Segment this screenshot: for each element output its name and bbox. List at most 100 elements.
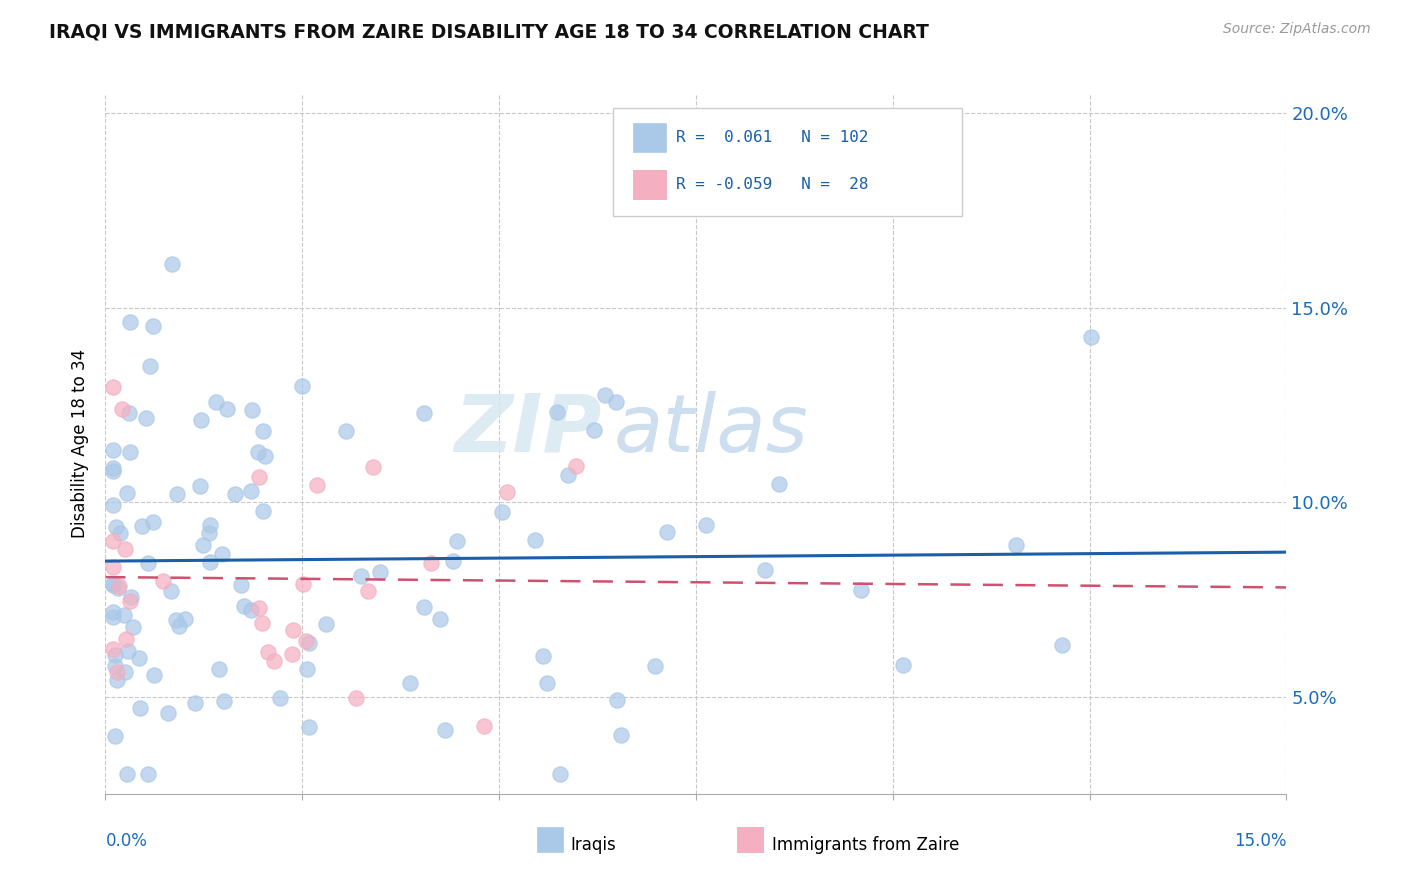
Point (138, 359, 160, 373)
Point (361, 460, 384, 475)
Point (107, 581, 129, 595)
Point (200, 555, 222, 569)
Point (103, 533, 125, 548)
Point (655, 524, 678, 539)
Point (142, 516, 165, 530)
Point (129, 700, 152, 714)
Point (474, 718, 496, 732)
Point (298, 636, 321, 650)
FancyBboxPatch shape (633, 123, 666, 153)
Point (1080, 330, 1102, 344)
Text: atlas: atlas (613, 391, 808, 469)
Point (118, 444, 141, 458)
Point (111, 401, 134, 416)
Point (239, 603, 262, 617)
Point (136, 556, 159, 570)
Point (523, 533, 546, 547)
Point (135, 411, 157, 425)
Point (254, 450, 277, 464)
Point (165, 613, 187, 627)
Point (207, 662, 229, 676)
Point (114, 541, 136, 556)
Point (446, 534, 468, 549)
Point (103, 460, 125, 475)
Text: R =  0.061   N = 102: R = 0.061 N = 102 (676, 130, 869, 145)
Point (593, 388, 616, 402)
Point (104, 729, 127, 743)
Point (103, 498, 125, 512)
Point (368, 565, 391, 579)
Point (247, 600, 270, 615)
Point (118, 407, 141, 421)
Point (283, 623, 305, 637)
Point (754, 563, 776, 577)
Point (695, 517, 717, 532)
Point (256, 645, 278, 659)
Point (103, 464, 125, 478)
Point (1050, 638, 1073, 652)
Point (546, 404, 568, 418)
Point (281, 647, 304, 661)
Point (105, 665, 128, 679)
Point (644, 658, 666, 673)
Text: 15.0%: 15.0% (1234, 832, 1286, 850)
Point (212, 694, 235, 708)
Point (491, 505, 513, 519)
Point (398, 676, 420, 690)
Point (160, 583, 183, 598)
Point (117, 767, 139, 781)
Point (120, 590, 142, 604)
Point (441, 554, 464, 568)
Point (138, 767, 160, 781)
Point (142, 667, 165, 681)
Point (240, 403, 263, 417)
Point (305, 478, 328, 492)
Point (429, 612, 451, 626)
Point (252, 504, 274, 518)
Point (350, 569, 373, 583)
Point (108, 579, 131, 593)
Point (197, 526, 219, 541)
Point (103, 605, 125, 619)
Point (114, 665, 136, 680)
Point (1005, 538, 1028, 552)
Point (252, 616, 274, 631)
Point (548, 767, 571, 781)
Text: Iraqis: Iraqis (571, 836, 616, 854)
Point (142, 318, 165, 333)
Point (344, 691, 367, 706)
Point (536, 676, 558, 690)
Point (108, 526, 131, 541)
Point (412, 600, 434, 615)
Point (610, 728, 633, 742)
Point (315, 617, 337, 632)
Point (200, 518, 222, 533)
Point (166, 487, 188, 501)
Point (233, 599, 256, 614)
Text: ZIP: ZIP (454, 391, 602, 469)
Point (557, 468, 579, 483)
Point (849, 583, 872, 598)
Point (103, 442, 125, 457)
Point (131, 518, 153, 533)
Point (533, 649, 555, 664)
Point (246, 445, 269, 459)
Point (104, 520, 127, 534)
Point (103, 610, 125, 624)
Text: Source: ZipAtlas.com: Source: ZipAtlas.com (1223, 22, 1371, 37)
Point (173, 612, 195, 626)
Point (104, 659, 127, 673)
Point (413, 406, 436, 420)
Point (157, 706, 180, 720)
Point (167, 619, 190, 633)
FancyBboxPatch shape (537, 828, 562, 852)
Point (295, 662, 318, 676)
Point (105, 673, 128, 688)
Point (231, 578, 253, 592)
Point (291, 577, 314, 591)
Point (496, 485, 519, 500)
Point (247, 470, 270, 484)
Point (121, 620, 143, 634)
Text: R = -0.059   N =  28: R = -0.059 N = 28 (676, 178, 869, 192)
Point (891, 658, 914, 673)
